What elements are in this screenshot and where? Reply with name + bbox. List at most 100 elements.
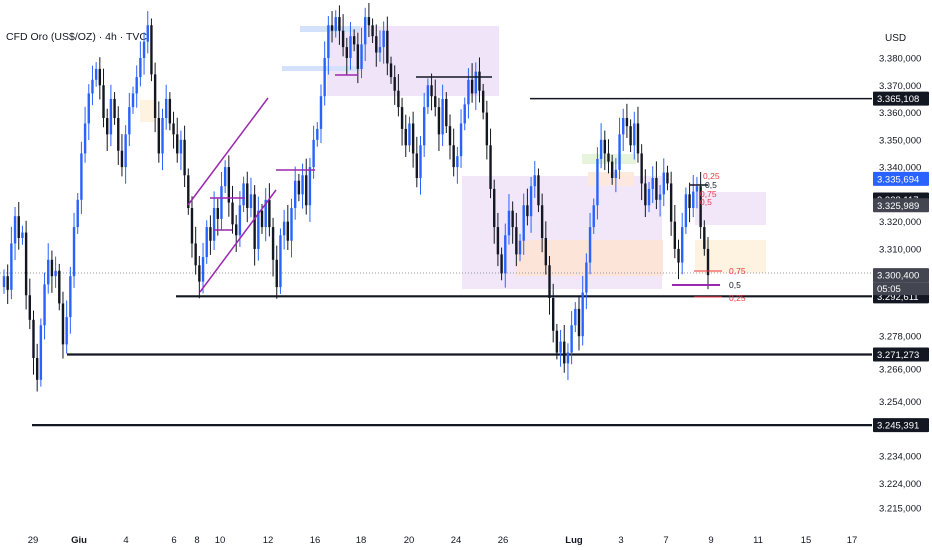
candle-body [198,265,201,282]
price-label-text: 3.365,108 [877,94,919,105]
y-tick-label: 3.278,000 [879,332,921,343]
y-tick-label: 3.215,000 [879,504,921,515]
candle-body [610,161,614,178]
candle-body [94,68,98,80]
candle-body [371,25,374,37]
candle-body [54,270,57,277]
candle-body [17,216,20,238]
candles-layer [2,2,710,392]
x-axis[interactable]: 29 Giu 4 6 8 10 12 16 18 20 24 26 Lug 3 7 9 11 15 17 [28,535,858,546]
candle-body [6,276,9,290]
candle-body [323,58,326,97]
candle-body [688,194,691,208]
y-tick-label: 3.224,000 [879,479,921,490]
candle-body [647,188,651,206]
y-tick-label: 3.266,000 [879,364,921,375]
candle-body [419,145,422,178]
candle-body [662,172,665,195]
candle-body [364,17,367,45]
candle-body [434,96,437,108]
candle-body [253,194,256,249]
candle-body [386,30,389,64]
candle-body [305,175,308,206]
price-label-text: 3.245,391 [877,421,919,432]
candle-body [592,205,595,228]
zone-supply-top [327,26,499,96]
candle-body [146,25,149,42]
candle-body [463,104,466,124]
chart-title: CFD Oro (US$/OZ) · 4h · TVC [6,31,147,43]
fib-labels: 0,25 0,5 0,75 0,5 0,75 0,5 0,25 [700,171,746,303]
candle-body [142,41,146,58]
fib-label: 0,75 [700,189,717,199]
candle-body [275,259,278,288]
y-tick-label: 3.380,000 [879,54,921,65]
y-tick-label: 3.234,000 [879,452,921,463]
candle-body [50,259,54,277]
candle-body [223,167,227,187]
candle-body [87,93,90,124]
candle-body [249,194,253,208]
candle-body [566,352,570,364]
candle-body [352,36,356,45]
candle-body [699,186,702,228]
price-label-text: 3.325,989 [877,201,919,212]
candle-body [80,153,83,200]
candle-body [493,188,496,228]
candle-body [161,118,164,154]
candle-body [334,17,337,31]
candle-body [622,118,625,135]
x-tick-label: 9 [708,535,713,546]
candle-body [227,167,231,203]
candle-body [39,325,43,380]
candle-body [537,175,540,206]
candle-body [422,107,426,146]
candle-body [378,47,382,53]
candle-body [212,208,216,241]
candle-body [312,139,315,168]
candle-body [128,107,131,135]
candle-body [415,153,419,178]
candle-body [150,25,153,75]
candle-body [139,58,142,78]
candle-body [319,96,323,129]
candle-body [504,235,507,274]
candle-body [102,85,105,118]
candle-body [677,248,680,263]
candle-body [529,186,533,217]
y-tick-label: 3.310,000 [879,244,921,255]
candle-body [478,71,481,91]
candle-body [286,221,290,241]
candle-body [684,194,688,228]
candle-body [400,107,404,129]
fib-label: 0,25 [703,171,720,181]
candle-body [522,205,525,241]
currency-label: USD [885,33,907,44]
y-tick-label: 3.370,000 [879,81,921,92]
levels-layer [32,97,872,427]
y-tick-label: 3.360,000 [879,108,921,119]
candle-body [441,98,444,135]
candle-body [238,205,242,236]
x-tick-label: 17 [847,535,858,546]
candle-body [297,180,301,195]
candle-body [220,186,223,219]
candle-body [69,276,72,318]
x-tick-label: 6 [171,535,176,546]
candle-body [268,199,271,228]
candle-body [393,77,396,91]
candle-body [341,30,345,48]
candle-body [216,208,219,219]
price-label-box [873,268,929,283]
candle-body [176,134,179,154]
candle-body [511,210,514,228]
candle-body [187,175,190,208]
candle-body [577,308,581,337]
zone-right-purple [695,192,766,225]
candle-body [397,90,400,108]
candle-body [563,341,566,364]
y-axis[interactable]: 3.380,000 3.370,000 3.360,000 3.350,000 3.34… [879,54,921,515]
price-label-text: 3.292,611 [877,292,919,303]
price-label-box [873,91,929,106]
